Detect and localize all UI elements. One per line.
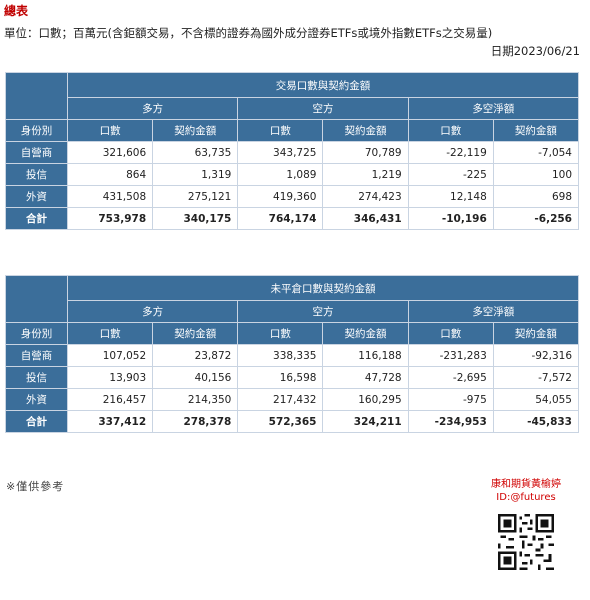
row-label: 外資 (5, 388, 68, 411)
row-label: 自營商 (5, 141, 68, 164)
row-label: 合計 (5, 207, 68, 230)
table-cell: -45,833 (492, 410, 580, 433)
table-cell: 343,725 (237, 141, 324, 164)
table-cell: 324,211 (322, 410, 409, 433)
table-cell: 107,052 (66, 344, 154, 367)
row-label: 合計 (5, 410, 68, 433)
table-total-row: 合計 753,978 340,175 764,174 346,431 -10,1… (5, 207, 580, 230)
group-header-long: 多方 (66, 97, 239, 120)
table-cell: -92,316 (492, 344, 580, 367)
table-cell: 214,350 (152, 388, 239, 411)
group-header-short: 空方 (237, 300, 409, 323)
table-row: 自營商 107,052 23,872 338,335 116,188 -231,… (5, 344, 580, 367)
column-header: 契約金額 (492, 322, 580, 345)
group-header-long: 多方 (66, 300, 239, 323)
qr-code-icon[interactable] (498, 514, 554, 570)
table-cell: 338,335 (237, 344, 324, 367)
column-header: 口數 (407, 322, 494, 345)
table-cell: 275,121 (152, 185, 239, 208)
table-cell: 23,872 (152, 344, 239, 367)
promo-name: 康和期貨黃榆婷 (491, 479, 561, 490)
table-cell: 54,055 (492, 388, 580, 411)
table-row: 外資 431,508 275,121 419,360 274,423 12,14… (5, 185, 580, 208)
table-row: 自營商 321,606 63,735 343,725 70,789 -22,11… (5, 141, 580, 164)
table-corner (5, 72, 68, 120)
column-header: 契約金額 (322, 119, 409, 142)
unit-note: 單位：口數；百萬元(含鉅額交易，不含標的證券為國外成分證券ETFs或境外指數ET… (4, 26, 493, 40)
column-header: 口數 (237, 322, 324, 345)
table-cell: 116,188 (322, 344, 409, 367)
table-cell: -234,953 (407, 410, 494, 433)
table-cell: 340,175 (152, 207, 239, 230)
table-cell: -225 (407, 163, 494, 186)
table-cell: -7,572 (492, 366, 580, 389)
page-title: 總表 (4, 4, 29, 18)
column-header: 口數 (407, 119, 494, 142)
table-cell: -2,695 (407, 366, 494, 389)
trading-volume-table: 交易口數與契約金額 多方 空方 多空淨額 身份別 口數 契約金額 口數 契約金額… (5, 72, 580, 230)
table-cell: 278,378 (152, 410, 239, 433)
table-title: 未平倉口數與契約金額 (67, 275, 579, 301)
table-cell: 160,295 (322, 388, 409, 411)
report-date: 日期2023/06/21 (490, 44, 580, 58)
table-cell: 16,598 (237, 366, 324, 389)
table-cell: 70,789 (322, 141, 409, 164)
reference-note: ※僅供參考 (6, 480, 65, 493)
column-header: 契約金額 (152, 322, 239, 345)
table-cell: 346,431 (322, 207, 409, 230)
table-cell: -231,283 (407, 344, 494, 367)
table-cell: -975 (407, 388, 494, 411)
table-cell: 337,412 (66, 410, 154, 433)
column-header: 口數 (66, 119, 154, 142)
table-row: 投信 864 1,319 1,089 1,219 -225 100 (5, 163, 580, 186)
group-header-net: 多空淨額 (407, 300, 580, 323)
table-cell: 216,457 (66, 388, 154, 411)
group-header-short: 空方 (237, 97, 409, 120)
row-label: 外資 (5, 185, 68, 208)
table-cell: 100 (492, 163, 580, 186)
table-cell: 217,432 (237, 388, 324, 411)
column-header: 契約金額 (152, 119, 239, 142)
row-header-label: 身份別 (5, 119, 68, 142)
table-cell: 1,319 (152, 163, 239, 186)
promo-handle: ID:@futures (496, 492, 556, 503)
table-title: 交易口數與契約金額 (67, 72, 579, 98)
table-cell: 572,365 (237, 410, 324, 433)
table-cell: -6,256 (492, 207, 580, 230)
open-interest-table: 未平倉口數與契約金額 多方 空方 多空淨額 身份別 口數 契約金額 口數 契約金… (5, 275, 580, 433)
table-row: 投信 13,903 40,156 16,598 47,728 -2,695 -7… (5, 366, 580, 389)
table-cell: -7,054 (492, 141, 580, 164)
group-header-net: 多空淨額 (407, 97, 580, 120)
table-cell: -22,119 (407, 141, 494, 164)
table-cell: 12,148 (407, 185, 494, 208)
table-cell: 698 (492, 185, 580, 208)
table-cell: 1,089 (237, 163, 324, 186)
table-cell: 764,174 (237, 207, 324, 230)
table-cell: 419,360 (237, 185, 324, 208)
table-row: 外資 216,457 214,350 217,432 160,295 -975 … (5, 388, 580, 411)
table-cell: 864 (66, 163, 154, 186)
table-cell: 321,606 (66, 141, 154, 164)
table-total-row: 合計 337,412 278,378 572,365 324,211 -234,… (5, 410, 580, 433)
table-cell: 753,978 (66, 207, 154, 230)
column-header: 口數 (237, 119, 324, 142)
table-corner (5, 275, 68, 323)
row-label: 投信 (5, 366, 68, 389)
promo-block: 康和期貨黃榆婷 ID:@futures (470, 478, 582, 574)
column-header: 契約金額 (492, 119, 580, 142)
table-cell: 40,156 (152, 366, 239, 389)
table-cell: 47,728 (322, 366, 409, 389)
table-cell: 13,903 (66, 366, 154, 389)
table-cell: 63,735 (152, 141, 239, 164)
row-label: 投信 (5, 163, 68, 186)
table-cell: 274,423 (322, 185, 409, 208)
column-header: 契約金額 (322, 322, 409, 345)
row-label: 自營商 (5, 344, 68, 367)
table-cell: 431,508 (66, 185, 154, 208)
column-header: 口數 (66, 322, 154, 345)
table-cell: 1,219 (322, 163, 409, 186)
row-header-label: 身份別 (5, 322, 68, 345)
table-cell: -10,196 (407, 207, 494, 230)
